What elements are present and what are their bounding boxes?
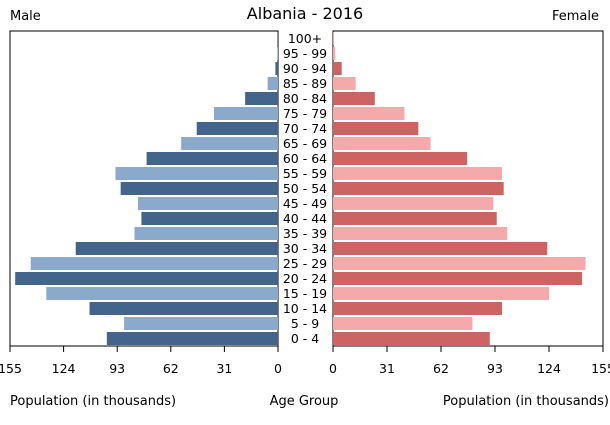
female-x-axis: 0 31 62 93 124 155 [329, 345, 610, 376]
male-x-axis: 155 124 93 62 31 0 [0, 345, 282, 376]
age-group-label: 20 - 24 [283, 271, 327, 286]
female-bar [333, 257, 586, 270]
female-tick-label: 124 [537, 361, 561, 376]
male-bar [277, 47, 278, 60]
age-group-label: 35 - 39 [283, 226, 327, 241]
female-bar [333, 32, 334, 45]
age-group-label: 90 - 94 [283, 61, 327, 76]
female-bar [333, 287, 549, 300]
male-bar [214, 107, 278, 120]
age-group-label: 25 - 29 [283, 256, 327, 271]
male-bar [89, 302, 278, 315]
male-bar [275, 62, 278, 75]
age-group-label: 85 - 89 [283, 76, 327, 91]
age-group-label: 70 - 74 [283, 121, 327, 136]
age-group-label: 75 - 79 [283, 106, 327, 121]
female-bar [333, 197, 494, 210]
age-group-label: 10 - 14 [283, 301, 327, 316]
age-group-label: 45 - 49 [283, 196, 327, 211]
male-bar [137, 197, 278, 210]
age-group-label: 65 - 69 [283, 136, 327, 151]
female-tick-label: 0 [329, 361, 337, 376]
female-tick-label: 31 [379, 361, 395, 376]
female-bar [333, 332, 490, 345]
male-bar [146, 152, 278, 165]
age-group-label: 30 - 34 [283, 241, 327, 256]
male-bar [106, 332, 278, 345]
male-bar [245, 92, 278, 105]
female-bar [333, 62, 342, 75]
age-group-label: 60 - 64 [283, 151, 327, 166]
female-bars [333, 32, 586, 345]
male-bar [267, 77, 278, 90]
male-bar [196, 122, 278, 135]
male-bar [15, 272, 278, 285]
age-group-label: 0 - 4 [291, 331, 319, 346]
female-bar [333, 137, 431, 150]
male-bar [134, 227, 278, 240]
age-group-label: 15 - 19 [283, 286, 327, 301]
age-group-label: 95 - 99 [283, 46, 327, 61]
male-axis-title: Population (in thousands) [10, 394, 176, 409]
male-bar [46, 287, 278, 300]
male-tick-label: 62 [163, 361, 179, 376]
age-group-title: Age Group [270, 394, 339, 409]
female-axis-title: Population (in thousands) [443, 394, 609, 409]
female-bar [333, 107, 405, 120]
male-tick-label: 93 [109, 361, 125, 376]
female-bar [333, 77, 356, 90]
male-tick-label: 124 [52, 361, 76, 376]
age-group-label: 50 - 54 [283, 181, 327, 196]
female-bar [333, 302, 502, 315]
female-bar [333, 92, 375, 105]
female-tick-label: 155 [591, 361, 610, 376]
female-label: Female [552, 9, 599, 24]
male-tick-label: 0 [274, 361, 282, 376]
female-bar [333, 272, 583, 285]
male-bars [15, 32, 279, 345]
female-tick-label: 93 [487, 361, 503, 376]
male-bar [181, 137, 278, 150]
male-bar [75, 242, 279, 255]
female-bar [333, 152, 468, 165]
age-group-label: 100+ [288, 31, 322, 46]
age-group-label: 5 - 9 [291, 316, 319, 331]
female-bar [333, 182, 504, 195]
female-bar [333, 212, 497, 225]
female-bar [333, 317, 473, 330]
age-group-label: 40 - 44 [283, 211, 327, 226]
chart-title: Albania - 2016 [247, 4, 363, 23]
male-label: Male [10, 9, 41, 24]
female-bar [333, 47, 336, 60]
male-bar [120, 182, 278, 195]
male-bar [115, 167, 278, 180]
male-bar [30, 257, 279, 270]
female-bar [333, 227, 508, 240]
age-group-label: 55 - 59 [283, 166, 327, 181]
female-bar [333, 122, 419, 135]
male-bar [141, 212, 278, 225]
male-tick-label: 31 [216, 361, 232, 376]
female-bar [333, 167, 502, 180]
male-tick-label: 155 [0, 361, 22, 376]
female-bar [333, 242, 548, 255]
female-tick-label: 62 [433, 361, 449, 376]
male-bar [124, 317, 279, 330]
age-group-label: 80 - 84 [283, 91, 327, 106]
